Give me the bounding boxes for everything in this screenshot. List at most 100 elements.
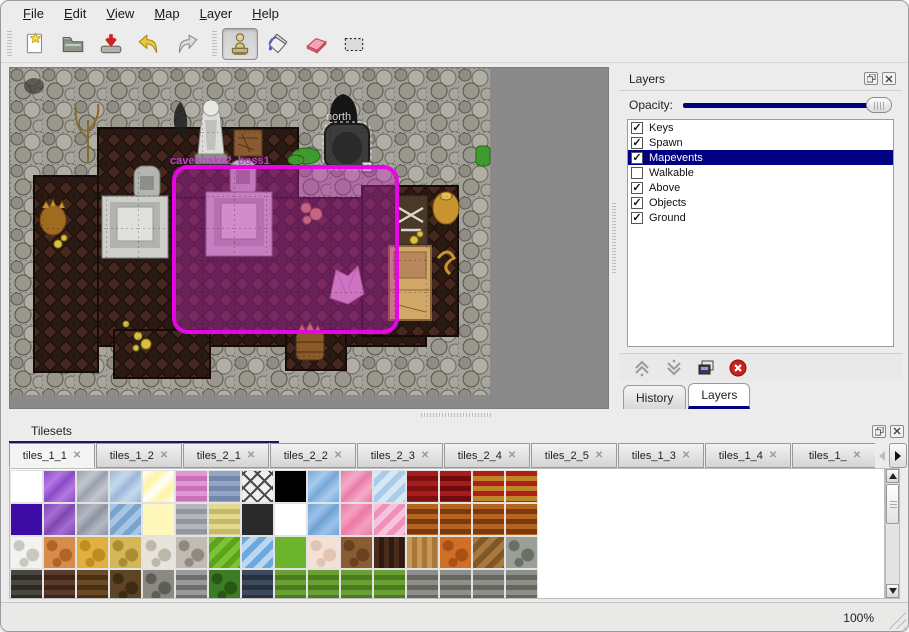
checked-checkbox[interactable]: ✓: [631, 121, 643, 134]
stamp-tool-button[interactable]: [222, 27, 258, 60]
menu-layer[interactable]: Layer: [199, 5, 233, 21]
palette-tile[interactable]: [505, 470, 538, 503]
palette-tile[interactable]: [175, 569, 208, 598]
layer-row-objects[interactable]: ✓ Objects: [628, 195, 893, 210]
palette-tile[interactable]: [274, 503, 307, 536]
checked-checkbox[interactable]: ✓: [631, 211, 643, 224]
palette-tile[interactable]: [10, 470, 43, 503]
tileset-tab-tiles_2_4[interactable]: tiles_2_4 ✕: [444, 443, 530, 468]
palette-tile[interactable]: [241, 569, 274, 598]
layer-row-mapevents[interactable]: ✓ Mapevents: [628, 150, 893, 165]
palette-tile[interactable]: [241, 470, 274, 503]
palette-tile[interactable]: [10, 536, 43, 569]
palette-tile[interactable]: [208, 536, 241, 569]
checked-checkbox[interactable]: ✓: [631, 136, 643, 149]
float-dock-icon[interactable]: [864, 72, 878, 85]
palette-tile[interactable]: [208, 569, 241, 598]
scroll-down-button[interactable]: [886, 584, 899, 598]
palette-tile[interactable]: [472, 503, 505, 536]
checked-checkbox[interactable]: ✓: [631, 196, 643, 209]
layer-row-walkable[interactable]: Walkable: [628, 165, 893, 180]
palette-tile[interactable]: [43, 470, 76, 503]
opacity-slider-handle[interactable]: [866, 97, 892, 113]
float-dock-icon[interactable]: [872, 424, 886, 438]
tileset-tab-tiles_2_5[interactable]: tiles_2_5 ✕: [531, 443, 617, 468]
tileset-tab-tiles_1_4[interactable]: tiles_1_4 ✕: [705, 443, 791, 468]
close-tab-icon[interactable]: ✕: [246, 450, 256, 461]
palette-tile[interactable]: [307, 536, 340, 569]
palette-tile[interactable]: [340, 536, 373, 569]
palette-tile[interactable]: [142, 503, 175, 536]
palette-tile[interactable]: [373, 536, 406, 569]
palette-tile[interactable]: [340, 503, 373, 536]
tileset-tab-tiles_1_1[interactable]: tiles_1_1 ✕: [9, 443, 95, 468]
palette-tile[interactable]: [109, 536, 142, 569]
close-tab-icon[interactable]: ✕: [681, 450, 691, 461]
map-canvas[interactable]: north: [9, 67, 609, 409]
palette-tile[interactable]: [109, 470, 142, 503]
opacity-slider[interactable]: [683, 97, 892, 113]
palette-tile[interactable]: [472, 569, 505, 598]
palette-tile[interactable]: [43, 503, 76, 536]
scrollbar-thumb[interactable]: [886, 484, 899, 524]
raise-layer-button[interactable]: [629, 356, 655, 380]
palette-tile[interactable]: [274, 536, 307, 569]
palette-tile[interactable]: [505, 503, 538, 536]
open-map-button[interactable]: [55, 28, 91, 60]
layer-row-spawn[interactable]: ✓ Spawn: [628, 135, 893, 150]
close-tab-icon[interactable]: ✕: [594, 450, 604, 461]
undo-button[interactable]: [131, 28, 167, 60]
tileset-tab-tiles_2_1[interactable]: tiles_2_1 ✕: [183, 443, 269, 468]
palette-tile[interactable]: [406, 536, 439, 569]
palette-tile[interactable]: [76, 569, 109, 598]
dock-tab-history[interactable]: History: [623, 385, 687, 409]
palette-tile[interactable]: [340, 470, 373, 503]
menu-map[interactable]: Map: [154, 5, 180, 21]
palette-scrollbar[interactable]: [885, 468, 900, 599]
palette-tile[interactable]: [439, 470, 472, 503]
palette-tile[interactable]: [175, 503, 208, 536]
opacity-slider-track[interactable]: [683, 103, 888, 108]
close-dock-icon[interactable]: [890, 424, 904, 438]
palette-tile[interactable]: [373, 569, 406, 598]
palette-tile[interactable]: [307, 569, 340, 598]
palette-tile[interactable]: [274, 470, 307, 503]
palette-tile[interactable]: [505, 569, 538, 598]
palette-tile[interactable]: [10, 503, 43, 536]
palette-tile[interactable]: [373, 503, 406, 536]
close-tab-icon[interactable]: ✕: [420, 450, 430, 461]
tileset-palette[interactable]: [9, 468, 885, 599]
palette-tile[interactable]: [373, 470, 406, 503]
dock-tab-layers[interactable]: Layers: [688, 383, 751, 409]
redo-button[interactable]: [169, 28, 205, 60]
checked-checkbox[interactable]: ✓: [631, 151, 643, 164]
palette-tile[interactable]: [76, 470, 109, 503]
palette-tile[interactable]: [307, 470, 340, 503]
palette-tile[interactable]: [472, 536, 505, 569]
palette-tile[interactable]: [241, 536, 274, 569]
menu-edit[interactable]: Edit: [63, 5, 87, 21]
checked-checkbox[interactable]: ✓: [631, 181, 643, 194]
palette-tile[interactable]: [340, 569, 373, 598]
select-tool-button[interactable]: [336, 28, 372, 60]
palette-tile[interactable]: [406, 470, 439, 503]
palette-tile[interactable]: [76, 536, 109, 569]
layer-row-ground[interactable]: ✓ Ground: [628, 210, 893, 225]
tileset-tab-tiles_1_3[interactable]: tiles_1_3 ✕: [618, 443, 704, 468]
menu-view[interactable]: View: [106, 5, 135, 21]
tileset-tab-tiles_1_[interactable]: tiles_1_ ✕: [792, 443, 875, 468]
palette-tile[interactable]: [439, 503, 472, 536]
layer-row-above[interactable]: ✓ Above: [628, 180, 893, 195]
close-tab-icon[interactable]: ✕: [852, 450, 862, 461]
palette-tile[interactable]: [43, 536, 76, 569]
unchecked-checkbox[interactable]: [631, 166, 643, 179]
close-tab-icon[interactable]: ✕: [768, 450, 778, 461]
close-tab-icon[interactable]: ✕: [333, 450, 343, 461]
palette-tile[interactable]: [208, 470, 241, 503]
eraser-tool-button[interactable]: [298, 28, 334, 60]
menu-file[interactable]: File: [23, 5, 44, 21]
toolbar-grip[interactable]: [7, 30, 12, 57]
palette-tile[interactable]: [208, 503, 241, 536]
scroll-up-button[interactable]: [886, 469, 899, 483]
palette-tile[interactable]: [142, 470, 175, 503]
